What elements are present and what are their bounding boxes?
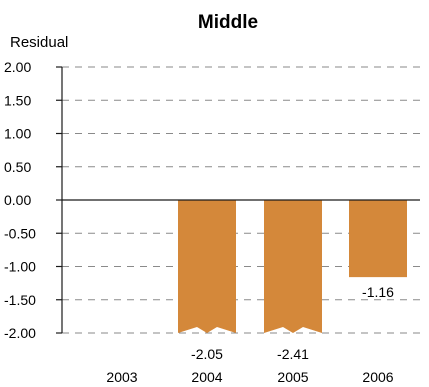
y-axis-label: Residual (10, 34, 68, 51)
y-tick-label: -2.00 (4, 325, 36, 341)
y-tick-label: 2.00 (4, 59, 31, 75)
y-tick-label: -1.50 (4, 292, 36, 308)
y-tick-label: -0.50 (4, 225, 36, 241)
y-tick-label: 0.50 (4, 159, 31, 175)
bar-2006 (349, 200, 407, 278)
x-tick-labels: 2003 2004 2005 2006 (106, 369, 393, 385)
bars (178, 200, 407, 333)
gridlines (56, 66, 420, 334)
chart-title: Middle (198, 12, 258, 33)
data-label-2005: -2.41 (277, 346, 309, 362)
y-tick-label: 1.50 (4, 92, 31, 108)
y-tick-label: 0.00 (4, 192, 31, 208)
x-tick-label: 2005 (277, 369, 308, 385)
y-tick-label: -1.00 (4, 259, 36, 275)
x-tick-label: 2003 (106, 369, 137, 385)
data-label-2004: -2.05 (191, 346, 223, 362)
y-tick-labels: 2.00 1.50 1.00 0.50 0.00 -0.50 -1.00 -1.50 -2.00 (4, 59, 36, 341)
data-labels: -2.05 -2.41 -1.16 (191, 284, 394, 362)
data-label-2006: -1.16 (362, 284, 394, 300)
bar-2005 (264, 200, 322, 333)
x-tick-label: 2006 (362, 369, 393, 385)
x-tick-label: 2004 (191, 369, 222, 385)
bar-2004 (178, 200, 236, 333)
y-tick-label: 1.00 (4, 126, 31, 142)
